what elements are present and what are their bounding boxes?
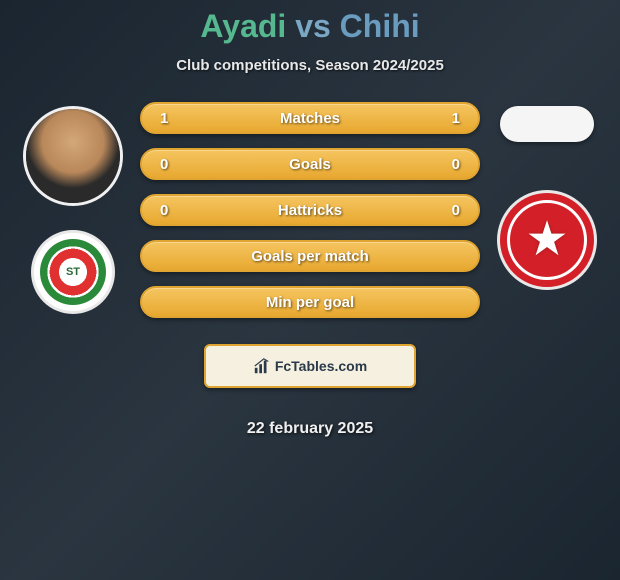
player1-name: Ayadi: [200, 8, 286, 44]
page-title: Ayadi vs Chihi: [0, 8, 620, 45]
stat-label: Goals: [180, 156, 440, 173]
content-row: 1 Matches 1 0 Goals 0 0 Hattricks 0 Goal…: [0, 102, 620, 438]
stat-row-hattricks: 0 Hattricks 0: [140, 194, 480, 226]
left-column: [18, 102, 128, 314]
player2-avatar-placeholder: [500, 106, 594, 142]
subtitle: Club competitions, Season 2024/2025: [0, 57, 620, 74]
stat-left-value: 1: [160, 110, 180, 127]
player2-club-badge: ★: [497, 190, 597, 290]
player1-club-badge: [31, 230, 115, 314]
player2-name: Chihi: [340, 8, 420, 44]
stat-left-value: 0: [160, 202, 180, 219]
avatar-image-placeholder: [26, 109, 120, 203]
stat-right-value: 1: [440, 110, 460, 127]
stat-left-value: 0: [160, 156, 180, 173]
stat-right-value: 0: [440, 156, 460, 173]
star-icon: ★: [525, 216, 568, 264]
comparison-card: Ayadi vs Chihi Club competitions, Season…: [0, 0, 620, 438]
stat-row-min-per-goal: Min per goal: [140, 286, 480, 318]
date-text: 22 february 2025: [140, 420, 480, 438]
chart-icon: [253, 357, 271, 375]
vs-text: vs: [295, 8, 331, 44]
stat-label: Goals per match: [180, 248, 440, 265]
player1-avatar: [23, 106, 123, 206]
stats-column: 1 Matches 1 0 Goals 0 0 Hattricks 0 Goal…: [140, 102, 480, 438]
stat-label: Hattricks: [180, 202, 440, 219]
stat-row-goals: 0 Goals 0: [140, 148, 480, 180]
stat-row-goals-per-match: Goals per match: [140, 240, 480, 272]
stat-label: Min per goal: [180, 294, 440, 311]
stat-right-value: 0: [440, 202, 460, 219]
brand-text: FcTables.com: [275, 358, 367, 374]
brand-attribution[interactable]: FcTables.com: [204, 344, 416, 388]
right-column: ★: [492, 102, 602, 290]
stat-row-matches: 1 Matches 1: [140, 102, 480, 134]
club-badge-graphic: [40, 239, 106, 305]
stat-label: Matches: [180, 110, 440, 127]
